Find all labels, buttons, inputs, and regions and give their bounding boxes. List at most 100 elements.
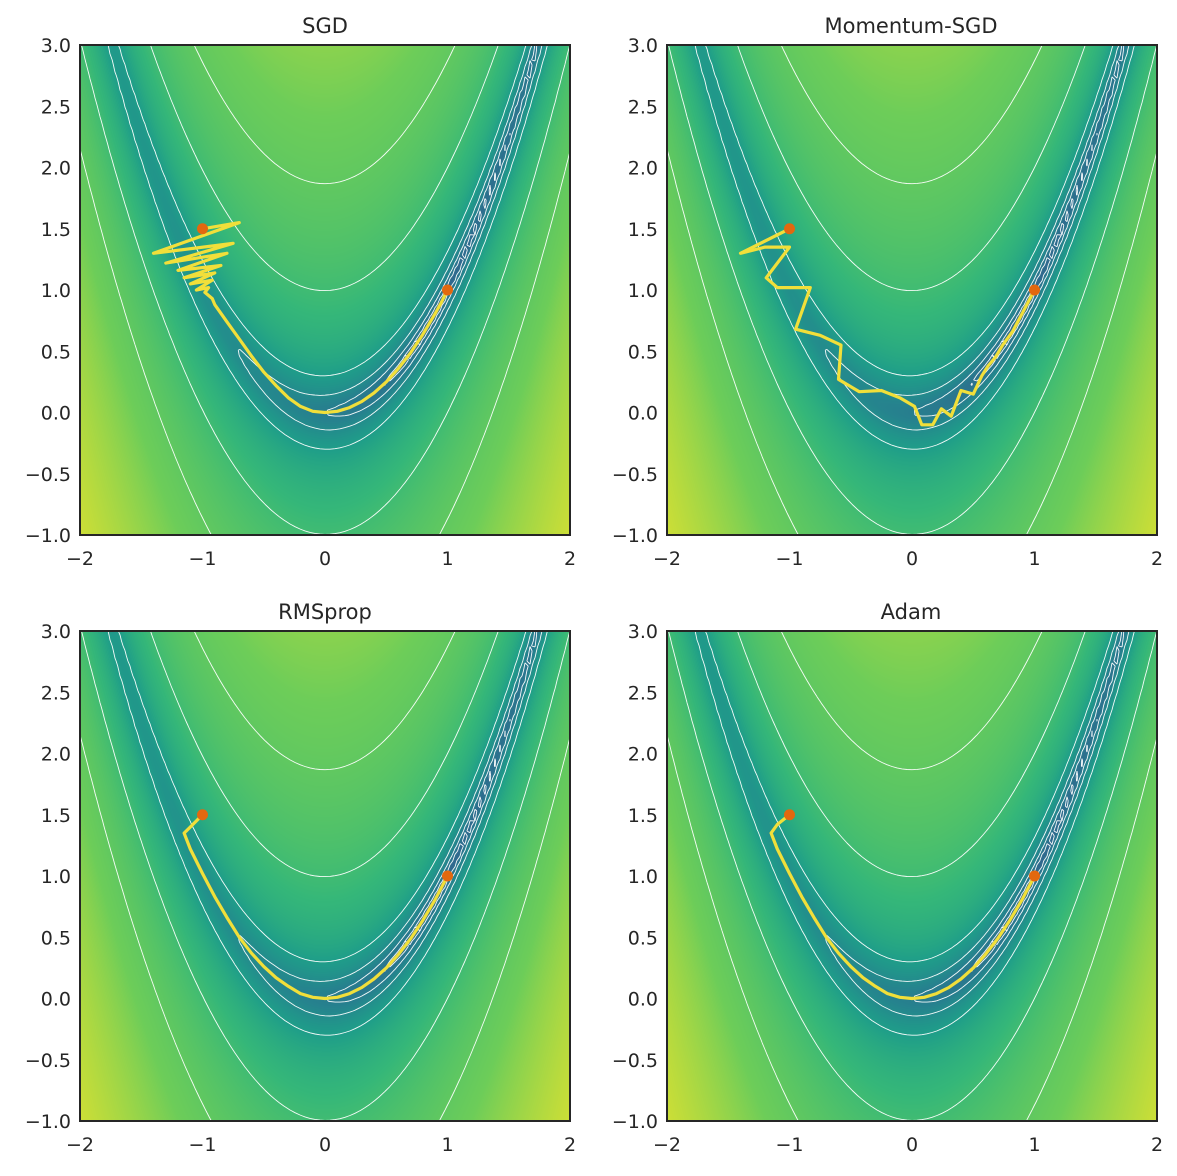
panel-title-rmsprop: RMSprop	[278, 600, 372, 624]
x-tick-label: 1	[441, 1134, 453, 1156]
y-tick-label: −0.5	[25, 1050, 71, 1072]
contour-line	[237, 45, 543, 431]
y-tick-label: 2.0	[41, 744, 71, 766]
x-tick-label: −1	[188, 548, 216, 570]
y-tick-label: 3.0	[628, 621, 658, 643]
loss-surface-heatmap	[667, 45, 1157, 535]
y-tick-label: 1.0	[628, 280, 658, 302]
y-tick-label: 0.5	[628, 341, 658, 363]
contour-line	[668, 45, 1157, 535]
panel-title-adam: Adam	[881, 600, 942, 624]
y-tick-label: 0.0	[41, 989, 71, 1011]
y-tick-label: −1.0	[612, 525, 658, 547]
x-tick-label: −1	[775, 1134, 803, 1156]
y-tick-label: 3.0	[628, 35, 658, 57]
contour-line	[326, 631, 538, 1003]
x-tick-label: −2	[66, 1134, 94, 1156]
start-point-marker	[197, 809, 208, 821]
y-tick-label: 1.5	[41, 805, 71, 827]
optimizer-path	[769, 813, 1037, 1001]
x-tick-label: −2	[653, 1134, 681, 1156]
contour-line	[913, 631, 1125, 1003]
x-tick-label: 2	[1151, 548, 1163, 570]
axes-frame	[79, 630, 571, 1122]
y-tick-label: −0.5	[612, 1050, 658, 1072]
minimum-point-marker	[442, 870, 453, 882]
x-tick-label: 2	[564, 1134, 576, 1156]
contour-line	[913, 45, 1125, 417]
optimizer-path	[738, 227, 1037, 427]
y-tick-label: 2.5	[628, 96, 658, 118]
y-tick-label: 3.0	[41, 35, 71, 57]
x-tick-label: 0	[906, 1134, 918, 1156]
start-point-marker	[784, 223, 795, 235]
contour-line	[326, 45, 538, 417]
x-tick-label: −2	[653, 548, 681, 570]
y-tick-label: 0.0	[628, 989, 658, 1011]
panel-title-sgd: SGD	[302, 14, 348, 38]
y-tick-label: −0.5	[612, 464, 658, 486]
panel-adam: −2 −1 0 1 2 −1.0 −0.5 0.0 0.5 1.0 1.5 2.0 2.5 3.0 Adam	[612, 600, 1163, 1156]
y-tick-label: −0.5	[25, 464, 71, 486]
y-tick-label: 1.0	[628, 866, 658, 888]
optimizer-path	[151, 221, 450, 415]
contour-line	[237, 631, 543, 1017]
axes-frame	[666, 44, 1158, 536]
axes-frame	[79, 44, 571, 536]
loss-surface-heatmap	[80, 631, 570, 1121]
y-tick-label: 1.0	[41, 866, 71, 888]
x-tick-label: 1	[441, 548, 453, 570]
x-tick-label: 2	[1151, 1134, 1163, 1156]
x-tick-label: 2	[564, 548, 576, 570]
y-tick-label: 2.0	[628, 158, 658, 180]
y-tick-label: −1.0	[25, 525, 71, 547]
minimum-point-marker	[442, 284, 453, 296]
x-tick-label: 1	[1028, 548, 1040, 570]
panel-momentum-sgd: −2 −1 0 1 2 −1.0 −0.5 0.0 0.5 1.0 1.5 2.0 2.5 3.0 Mome…	[612, 14, 1163, 570]
minimum-point-marker	[1029, 284, 1040, 296]
y-tick-label: −1.0	[25, 1111, 71, 1133]
minimum-point-marker	[1029, 870, 1040, 882]
loss-surface-heatmap	[80, 45, 570, 535]
y-tick-label: 3.0	[41, 621, 71, 643]
contour-line	[824, 631, 1130, 1017]
y-tick-label: 1.5	[41, 219, 71, 241]
y-tick-label: 2.0	[41, 158, 71, 180]
start-point-marker	[197, 223, 208, 235]
y-tick-label: 0.5	[41, 341, 71, 363]
contour-line	[824, 45, 1130, 431]
y-tick-label: 1.5	[628, 219, 658, 241]
y-tick-label: −1.0	[612, 1111, 658, 1133]
y-tick-label: 2.5	[628, 682, 658, 704]
y-tick-label: 0.0	[628, 403, 658, 425]
x-tick-label: 0	[319, 548, 331, 570]
y-tick-label: 0.5	[628, 927, 658, 949]
axes-frame	[666, 630, 1158, 1122]
y-tick-label: 2.5	[41, 96, 71, 118]
contour-line	[81, 45, 570, 535]
panel-title-momentum-sgd: Momentum-SGD	[824, 14, 997, 38]
optimizer-path	[182, 813, 450, 1001]
y-tick-label: 1.0	[41, 280, 71, 302]
contour-line	[107, 45, 548, 450]
x-tick-label: −1	[188, 1134, 216, 1156]
y-tick-label: 1.5	[628, 805, 658, 827]
y-tick-label: 2.5	[41, 682, 71, 704]
contour-line	[81, 631, 570, 1121]
contour-line	[668, 631, 1157, 1121]
x-tick-label: 0	[906, 548, 918, 570]
start-point-marker	[784, 809, 795, 821]
x-tick-label: −1	[775, 548, 803, 570]
panel-rmsprop: −2 −1 0 1 2 −1.0 −0.5 0.0 0.5 1.0 1.5 2.0 2.5 3.0 RMSp…	[25, 600, 576, 1156]
y-tick-label: 0.0	[41, 403, 71, 425]
panel-sgd: −2 −1 0 1 2 −1.0 −0.5 0.0 0.5 1.0 1.5 2.0 2.5 3.0 SGD	[25, 14, 576, 570]
contour-line	[107, 631, 548, 1036]
x-tick-label: −2	[66, 548, 94, 570]
y-tick-label: 0.5	[41, 927, 71, 949]
x-tick-label: 0	[319, 1134, 331, 1156]
contour-line	[694, 45, 1135, 450]
loss-surface-heatmap	[667, 631, 1157, 1121]
y-tick-label: 2.0	[628, 744, 658, 766]
x-tick-label: 1	[1028, 1134, 1040, 1156]
